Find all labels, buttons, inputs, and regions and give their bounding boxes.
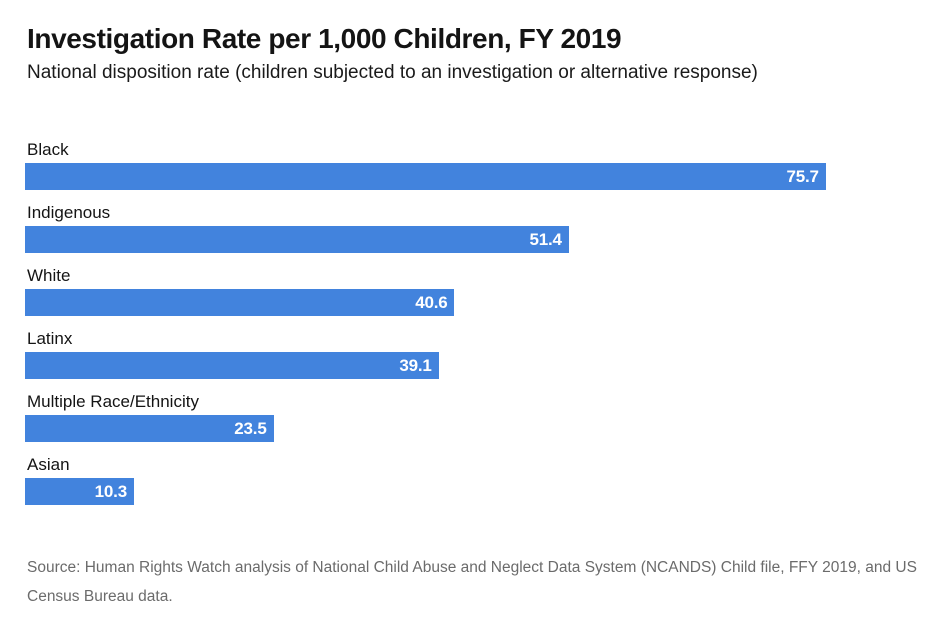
bar-chart: Black 75.7 Indigenous 51.4 White 40.6 La… <box>25 140 921 505</box>
bar: 23.5 <box>25 415 274 442</box>
chart-footer: Source: Human Rights Watch analysis of N… <box>27 553 921 611</box>
bar-row: Multiple Race/Ethnicity 23.5 <box>25 392 921 442</box>
bar-value-label: 40.6 <box>415 292 448 312</box>
bar-row: Latinx 39.1 <box>25 329 921 379</box>
bar-category-label: Asian <box>27 455 70 474</box>
bar-row: Black 75.7 <box>25 140 921 190</box>
chart-header: Investigation Rate per 1,000 Children, F… <box>27 22 921 86</box>
bar-value-label: 10.3 <box>94 481 127 501</box>
bar: 75.7 <box>25 163 826 190</box>
bar-value-label: 75.7 <box>786 166 819 186</box>
bar-value-label: 23.5 <box>234 418 267 438</box>
source-note: Source: Human Rights Watch analysis of N… <box>27 559 917 605</box>
bar: 10.3 <box>25 478 134 505</box>
bar-row: Indigenous 51.4 <box>25 203 921 253</box>
bar-value-label: 39.1 <box>399 355 432 375</box>
chart-subtitle: National disposition rate (children subj… <box>27 62 758 83</box>
bar-category-label: Indigenous <box>27 203 111 222</box>
bar-category-label: Latinx <box>27 329 73 348</box>
bar: 51.4 <box>25 226 569 253</box>
bar: 40.6 <box>25 289 455 316</box>
bar-category-label: White <box>27 266 71 285</box>
bar-row: Asian 10.3 <box>25 455 921 505</box>
bar-row: White 40.6 <box>25 266 921 316</box>
bar: 39.1 <box>25 352 439 379</box>
bar-category-label: Multiple Race/Ethnicity <box>27 392 199 411</box>
chart-title: Investigation Rate per 1,000 Children, F… <box>27 23 622 54</box>
bar-category-label: Black <box>27 140 69 159</box>
bar-value-label: 51.4 <box>529 229 562 249</box>
